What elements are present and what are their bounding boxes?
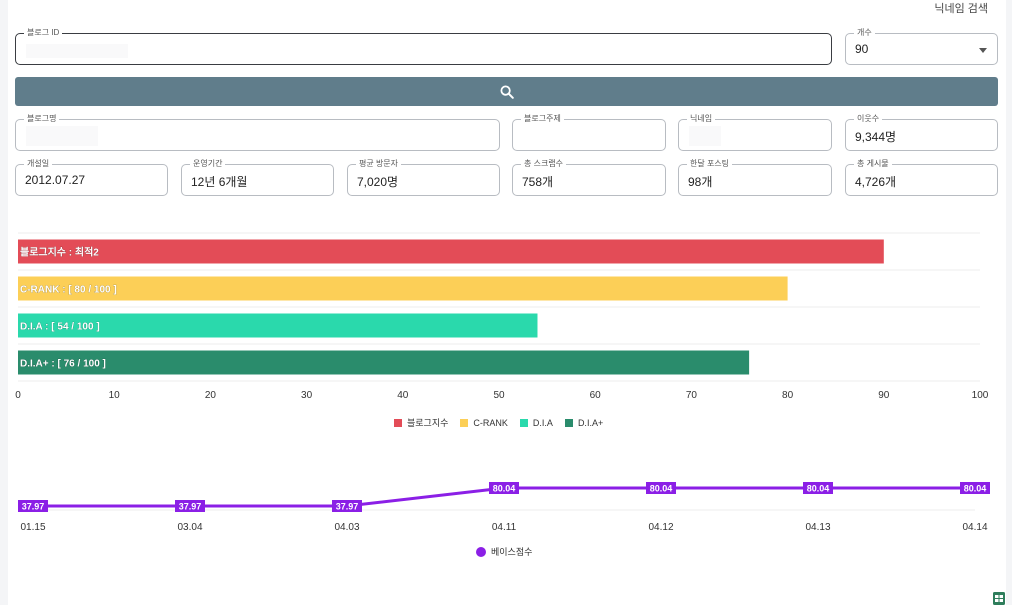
count-value: 90 [855,42,869,56]
line-chart-legend: 베이스점수 [476,545,532,558]
data-label: 80.04 [964,484,987,494]
period-field: 운영기간 12년 6개월 [181,158,334,196]
scraps-field: 총 스크랩수 758개 [512,158,666,196]
monthly-posts-value: 98개 [688,175,713,189]
data-point[interactable] [803,482,833,494]
x-tick-label: 50 [493,390,505,401]
bar-label: D.I.A : [ 54 / 100 ] [20,322,100,333]
legend-item[interactable]: D.I.A [519,417,553,428]
bar-C-RANK[interactable] [18,276,788,301]
data-label: 80.04 [493,484,516,494]
period-value: 12년 6개월 [191,175,248,189]
blog-name-label: 블로그명 [24,113,60,125]
total-posts-label: 총 게시물 [854,158,892,170]
neighbors-value: 9,344명 [855,130,897,144]
avg-visitors-label: 평균 방문자 [356,158,402,170]
x-tick-label: 04.13 [805,522,830,533]
legend-label: D.I.A [532,417,553,428]
data-label: 37.97 [179,502,202,512]
blog-name-redaction [26,126,98,146]
x-tick-label: 30 [301,390,313,401]
avg-visitors-field: 평균 방문자 7,020명 [347,158,500,196]
legend-swatch [476,546,486,557]
bar-D.I.A[interactable] [18,313,538,338]
x-tick-label: 04.11 [492,522,517,533]
x-tick-label: 10 [109,390,121,401]
blog-topic-label: 블로그주제 [521,113,564,125]
x-tick-label: 40 [397,390,409,401]
legend-item[interactable]: C-RANK [460,418,508,428]
x-tick-label: 60 [590,390,602,401]
x-tick-label: 20 [205,390,217,401]
total-posts-field: 총 게시물 4,726개 [845,158,998,196]
data-point[interactable] [960,482,990,494]
x-tick-label: 04.03 [334,522,359,533]
avg-visitors-value: 7,020명 [357,175,399,189]
blog-id-redaction [26,44,128,58]
data-point[interactable] [175,500,205,512]
data-point[interactable] [646,482,676,494]
bar-label: 블로그지수 : 최적2 [20,246,99,259]
legend-label: 블로그지수 [407,418,449,428]
search-icon [500,85,514,99]
data-point[interactable] [489,482,519,494]
data-label: 37.97 [336,502,359,512]
data-point[interactable] [332,500,362,512]
x-tick-label: 0 [15,390,21,401]
monthly-posts-label: 한달 포스팅 [687,158,733,170]
blog-id-label: 블로그 ID [24,27,63,39]
legend-item[interactable]: D.I.A+ [564,417,604,428]
scraps-value: 758개 [522,175,554,189]
x-tick-label: 80 [782,390,794,401]
x-tick-label: 70 [686,390,698,401]
legend-swatch [519,418,528,427]
nickname-search-link[interactable]: 닉네임 검색 [934,3,988,15]
blog-index-bar-chart: 블로그지수 : 최적2 C-RANK : [ 80 / 100 ] D.I.A : … [15,232,989,401]
data-point[interactable] [18,500,48,512]
nickname-field: 닉네임 [678,113,832,151]
blog-id-field[interactable]: 블로그 ID [15,27,832,65]
legend-label: 베이스점수 [491,547,533,557]
legend-label: C-RANK [473,417,508,428]
x-tick-label: 01.15 [20,522,45,533]
count-label: 개수 [854,27,875,39]
bar-chart-legend: 블로그지수 C-RANK D.I.A D.I.A+ [394,416,603,429]
legend-item[interactable]: 블로그지수 [394,416,448,429]
scraps-label: 총 스크랩수 [521,158,567,170]
blog-topic-field: 블로그주제 [512,113,666,151]
bar-label: C-RANK : [ 80 / 100 ] [20,285,117,296]
x-tick-label: 90 [878,390,890,401]
total-posts-value: 4,726개 [855,175,897,189]
data-label: 80.04 [650,484,673,494]
x-tick-label: 100 [972,390,989,401]
bar-label: D.I.A+ : [ 76 / 100 ] [20,359,106,370]
count-select[interactable]: 개수 90 [845,27,998,65]
opened-field: 개설일 2012.07.27 [15,158,168,196]
x-tick-label: 04.14 [962,522,987,533]
base-score-line-chart: 37.97 37.97 37.97 80.04 80.04 80.04 80.04 01.15… [18,482,990,533]
neighbors-label: 이웃수 [854,113,883,125]
spreadsheet-icon[interactable] [992,592,1006,605]
blog-name-field: 블로그명 [15,113,500,151]
chevron-down-icon[interactable] [979,48,987,53]
nickname-label: 닉네임 [687,113,716,125]
x-tick-label: 04.12 [648,522,673,533]
opened-label: 개설일 [24,158,53,170]
legend-item[interactable]: 베이스점수 [476,545,532,558]
nickname-redaction [689,126,721,146]
legend-swatch [394,418,402,427]
neighbors-field: 이웃수 9,344명 [845,113,998,151]
bar-D.I.A+[interactable] [18,350,750,375]
opened-value: 2012.07.27 [25,173,86,187]
data-label: 80.04 [807,484,830,494]
period-label: 운영기간 [190,158,226,170]
bar-블로그지수[interactable] [18,239,884,264]
data-label: 37.97 [22,502,45,512]
legend-swatch [460,418,469,427]
monthly-posts-field: 한달 포스팅 98개 [678,158,832,196]
x-tick-label: 03.04 [177,522,202,533]
legend-label: D.I.A+ [577,417,604,428]
legend-swatch [564,418,573,427]
search-button[interactable] [15,77,998,106]
